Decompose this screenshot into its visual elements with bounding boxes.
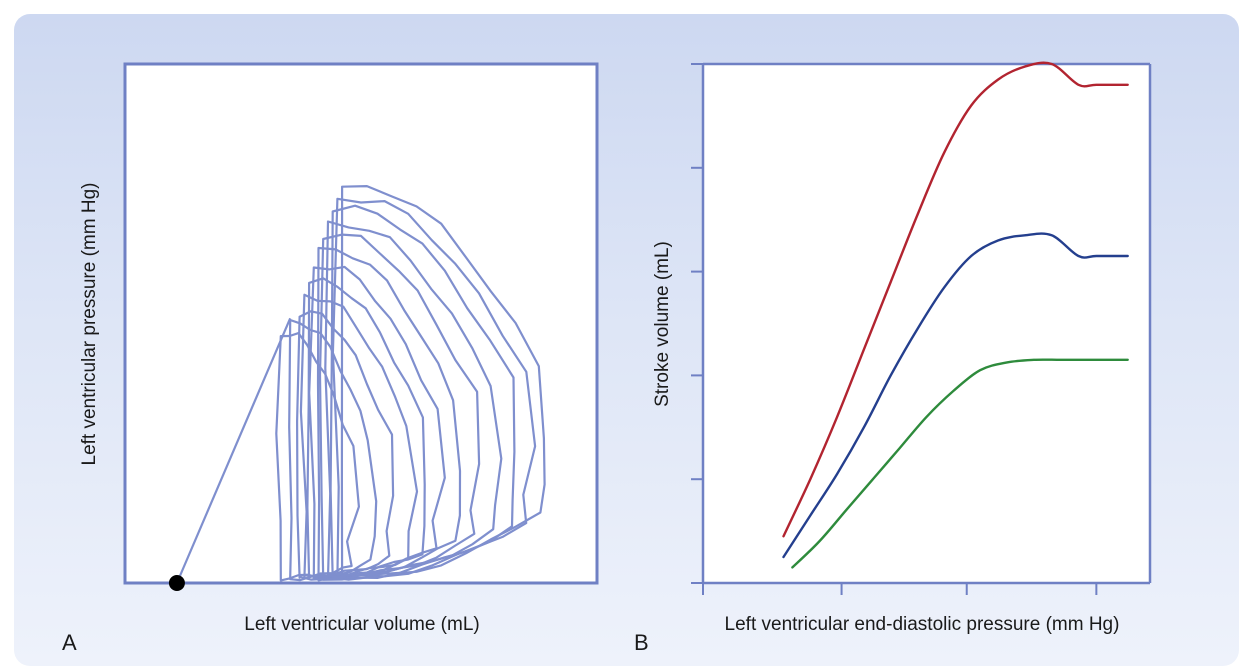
pv-loop <box>340 185 546 579</box>
pv-loop <box>288 318 378 582</box>
panel-a-plot-frame <box>123 62 599 585</box>
panel-a-letter: A <box>62 630 77 655</box>
panel-b-x-axis-label: Left ventricular end-diastolic pressure … <box>725 614 1120 635</box>
panel-b: Left ventricular end-diastolic pressure … <box>634 61 1152 655</box>
pv-loop <box>308 265 446 580</box>
origin-point <box>168 575 185 591</box>
panel-b-letter: B <box>634 630 649 655</box>
function-curve-2 <box>782 232 1129 559</box>
pv-loop <box>275 332 360 582</box>
panel-a-x-axis-label: Left ventricular volume (mL) <box>244 614 479 635</box>
panel-b-ticks <box>691 63 1098 595</box>
function-curve-3 <box>791 358 1129 569</box>
panel-b-curves <box>782 61 1129 569</box>
espvr-line <box>175 317 292 584</box>
pv-loops <box>168 185 546 591</box>
panel-b-plot-area <box>703 64 1150 583</box>
panel-a: Left ventricular volume (mL) Left ventri… <box>62 62 599 655</box>
pv-loop <box>306 277 426 579</box>
function-curve-1 <box>782 61 1129 538</box>
panel-b-y-axis-label: Stroke volume (mL) <box>652 241 673 407</box>
pv-loop <box>316 246 462 582</box>
panel-a-y-axis-label: Left ventricular pressure (mm Hg) <box>79 183 100 466</box>
